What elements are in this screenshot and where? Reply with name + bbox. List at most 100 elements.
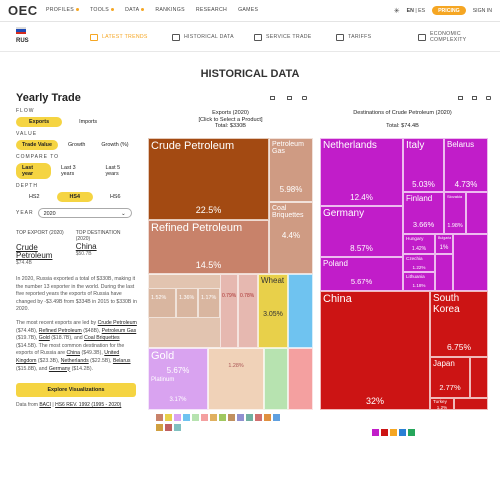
link-coal-briquettes[interactable]: Coal Briquettes: [84, 335, 120, 342]
link-crude-petroleum[interactable]: Crude Petroleum: [97, 319, 137, 326]
link-germany[interactable]: Germany: [48, 365, 71, 372]
top-export-link[interactable]: Crude Petroleum: [16, 244, 64, 260]
link-belarus[interactable]: Belarus: [112, 357, 131, 364]
value-growth-button[interactable]: Growth: [67, 142, 86, 148]
legend-africa-icon[interactable]: [390, 429, 397, 436]
legend-stone-icon[interactable]: [255, 414, 262, 421]
value-growth-pct-button[interactable]: Growth (%): [101, 142, 129, 148]
table-icon[interactable]: [458, 96, 463, 100]
cell-product[interactable]: 0.79%: [220, 274, 238, 348]
cell-turkey[interactable]: Turkey 1.2%: [430, 398, 454, 410]
legend-misc-icon[interactable]: [156, 424, 163, 431]
depth-hs6-button[interactable]: HS6: [110, 194, 121, 200]
cell-crude-petroleum[interactable]: Crude Petroleum 22.5%: [148, 138, 269, 220]
settings-icon[interactable]: ✳: [393, 7, 400, 15]
legend-instrument-icon[interactable]: [273, 414, 280, 421]
cell-product[interactable]: 1.17%: [198, 288, 220, 318]
legend-metal-icon[interactable]: [174, 414, 181, 421]
link-petroleum-gas[interactable]: Petroleum Gas: [101, 327, 137, 334]
link-netherlands[interactable]: Netherlands: [60, 357, 89, 364]
baci-link[interactable]: BACI: [39, 402, 52, 409]
tab-economic-complexity[interactable]: ECONOMIC COMPLEXITY: [416, 22, 486, 52]
table-icon[interactable]: [270, 96, 275, 100]
legend-asia-icon[interactable]: [381, 429, 388, 436]
legend-transport-icon[interactable]: [264, 414, 271, 421]
cell-slovakia[interactable]: Slovakia 1.98%: [444, 192, 466, 234]
cell-product[interactable]: 0.78%: [238, 274, 258, 348]
link-china[interactable]: China: [66, 350, 81, 357]
legend-art-icon[interactable]: [174, 424, 181, 431]
year-select[interactable]: 2020 ⌄: [37, 208, 132, 218]
image-icon[interactable]: [287, 96, 292, 100]
cell-lithuania[interactable]: Lithuania 1.18%: [403, 272, 435, 291]
cell-germany[interactable]: Germany 8.57%: [320, 206, 403, 257]
flow-exports-button[interactable]: Exports: [16, 117, 63, 127]
cell-other-europe[interactable]: [466, 192, 488, 234]
cell-chemicals[interactable]: [264, 348, 288, 410]
cell-belarus[interactable]: Belarus 4.73%: [444, 138, 488, 192]
cell-china[interactable]: China 32%: [320, 291, 430, 410]
legend-europe-icon[interactable]: [372, 429, 379, 436]
legend-wood-icon[interactable]: [210, 414, 217, 421]
lang-es[interactable]: ES: [418, 7, 426, 14]
cell-petroleum-gas[interactable]: Petroleum Gas 5.98%: [269, 138, 313, 202]
tab-tariffs[interactable]: TARIFFS: [334, 22, 416, 52]
legend-north-america-icon[interactable]: [399, 429, 406, 436]
cell-italy[interactable]: Italy 5.03%: [403, 138, 444, 192]
nav-rankings[interactable]: RANKINGS: [155, 7, 185, 13]
top-destination-link[interactable]: China: [75, 242, 97, 251]
cell-small-europe[interactable]: [453, 234, 488, 291]
pricing-button[interactable]: PRICING: [432, 6, 466, 15]
oec-logo[interactable]: OEC: [8, 3, 38, 18]
depth-hs4-button[interactable]: HS4: [56, 192, 93, 202]
cell-other[interactable]: [288, 348, 313, 410]
cell-bulgaria[interactable]: Bulgaria 1%: [435, 234, 453, 254]
legend-machine-icon[interactable]: [183, 414, 190, 421]
legend-textile-icon[interactable]: [237, 414, 244, 421]
explore-visualizations-button[interactable]: Explore Visualizations: [16, 383, 136, 398]
cell-coal-briquettes[interactable]: Coal Briquettes 4.4%: [269, 202, 313, 274]
link-refined-petroleum[interactable]: Refined Petroleum: [38, 327, 82, 334]
legend-plastic-icon[interactable]: [246, 414, 253, 421]
depth-hs2-button[interactable]: HS2: [29, 194, 40, 200]
link-gold[interactable]: Gold: [38, 335, 50, 342]
value-trade-button[interactable]: Trade Value: [16, 140, 58, 150]
cell-czechia[interactable]: Czechia 1.22%: [403, 254, 435, 272]
nav-data[interactable]: DATA: [125, 7, 144, 13]
cell-gold[interactable]: Gold Platinum 5.67% 3.17%: [148, 348, 208, 410]
tab-latest-trends[interactable]: LATEST TRENDS: [88, 22, 170, 52]
lang-en[interactable]: EN: [406, 7, 414, 14]
compare-5-years-button[interactable]: Last 5 years: [105, 165, 121, 177]
compare-3-years-button[interactable]: Last 3 years: [60, 165, 76, 177]
legend-food-icon[interactable]: [219, 414, 226, 421]
country-selector[interactable]: RUS: [16, 27, 29, 44]
cell-small-europe-2[interactable]: [435, 254, 453, 291]
hs6-link[interactable]: HS6 REV. 1992 (1995 - 2020): [55, 402, 122, 409]
sign-in-link[interactable]: SIGN IN: [472, 7, 492, 14]
flow-imports-button[interactable]: Imports: [79, 119, 98, 125]
legend-chemical-icon[interactable]: [192, 414, 199, 421]
compare-last-year-button[interactable]: Last year: [16, 163, 51, 179]
cell-hungary[interactable]: Hungary 1.42%: [403, 234, 435, 254]
legend-hide-icon[interactable]: [228, 414, 235, 421]
cell-netherlands[interactable]: Netherlands 12.4%: [320, 138, 403, 206]
cell-japan[interactable]: Japan 2.77%: [430, 357, 470, 398]
legend-arms-icon[interactable]: [165, 424, 172, 431]
cell-product[interactable]: 1.36%: [176, 288, 198, 318]
nav-games[interactable]: GAMES: [238, 7, 259, 13]
cell-finland[interactable]: Finland 3.66%: [403, 192, 444, 234]
nav-tools[interactable]: TOOLS: [90, 7, 114, 13]
link-united-kingdom[interactable]: United Kingdom: [16, 350, 120, 364]
cell-other-asia[interactable]: [470, 357, 488, 398]
legend-south-america-icon[interactable]: [408, 429, 415, 436]
cell-south-korea[interactable]: South Korea 6.75%: [430, 291, 488, 357]
cell-metals[interactable]: 1.28%: [208, 348, 264, 410]
nav-profiles[interactable]: PROFILES: [46, 7, 79, 13]
cell-poland[interactable]: Poland 5.67%: [320, 257, 403, 291]
legend-vegetable-icon[interactable]: [165, 414, 172, 421]
tab-service-trade[interactable]: SERVICE TRADE: [252, 22, 334, 52]
share-icon[interactable]: [302, 96, 307, 100]
legend-mineral-icon[interactable]: [156, 414, 163, 421]
image-icon[interactable]: [472, 96, 477, 100]
share-icon[interactable]: [486, 96, 491, 100]
